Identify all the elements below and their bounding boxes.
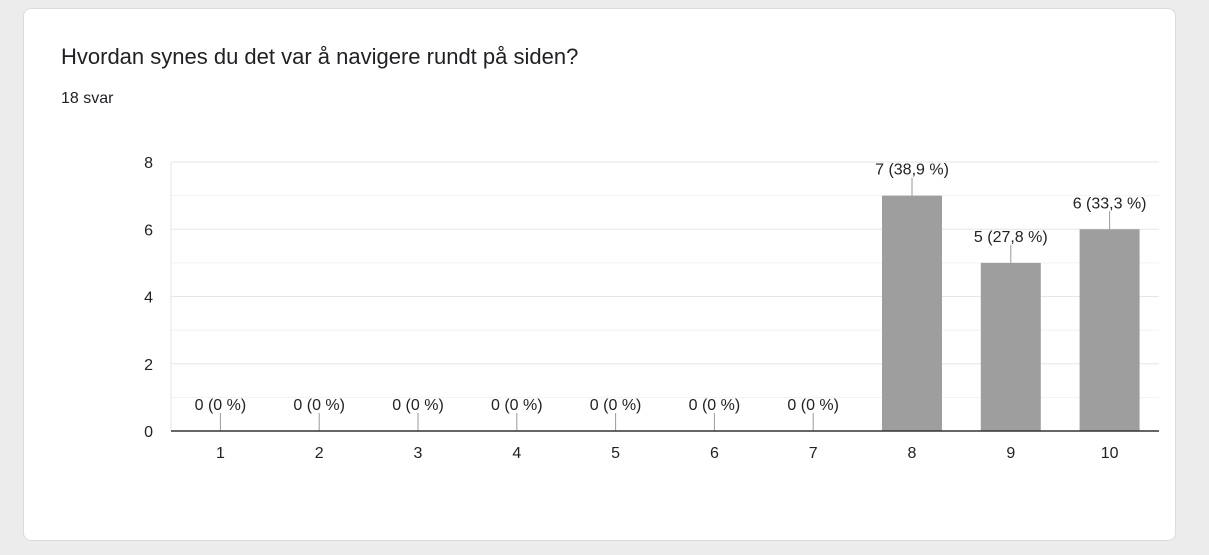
x-tick-label: 7 [809,445,818,462]
data-label: 5 (27,8 %) [974,229,1048,246]
data-label: 0 (0 %) [689,397,741,414]
data-label: 0 (0 %) [293,397,345,414]
data-label: 0 (0 %) [392,397,444,414]
data-label: 0 (0 %) [195,397,247,414]
x-tick-label: 6 [710,445,719,462]
x-tick-label: 9 [1006,445,1015,462]
data-label: 6 (33,3 %) [1073,195,1147,212]
x-tick-label: 3 [414,445,423,462]
x-tick-label: 8 [908,445,917,462]
x-tick-label: 10 [1101,445,1119,462]
y-tick-label: 2 [144,357,153,374]
y-tick-label: 6 [144,222,153,239]
data-label: 0 (0 %) [491,397,543,414]
response-count: 18 svar [61,90,114,107]
bar-chart: 0 2 4 6 8 0 (0 %) 1 0 (0 %) 2 0 (0 %) 3 0 (0 %) 4 0 (… [144,155,1159,462]
question-title: Hvordan synes du det var å navigere rund… [61,44,579,69]
bar [980,262,1041,431]
y-tick-label: 8 [144,155,153,172]
x-tick-label: 1 [216,445,225,462]
question-card: Hvordan synes du det var å navigere rund… [23,8,1176,541]
data-label: 7 (38,9 %) [875,162,949,179]
bar [1079,229,1140,431]
y-tick-label: 4 [144,290,153,307]
x-tick-label: 2 [315,445,324,462]
bar [882,195,942,431]
x-tick-label: 4 [512,445,521,462]
y-tick-label: 0 [144,424,153,441]
data-label: 0 (0 %) [590,397,642,414]
data-label: 0 (0 %) [787,397,839,414]
x-tick-label: 5 [611,445,620,462]
